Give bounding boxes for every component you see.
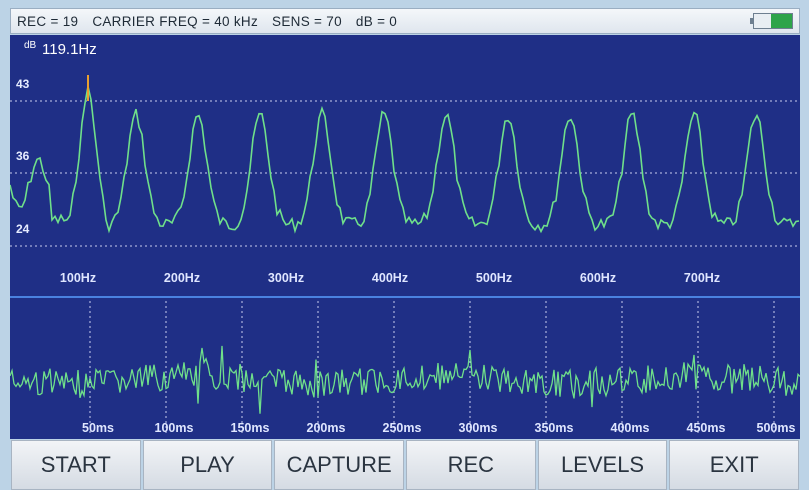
softkey-bar: START PLAY CAPTURE REC LEVELS EXIT: [10, 440, 800, 490]
start-button[interactable]: START: [11, 440, 141, 490]
sensitivity: SENS = 70: [272, 13, 342, 29]
freq-tick-label: 600Hz: [579, 271, 617, 285]
capture-button[interactable]: CAPTURE: [274, 440, 405, 490]
freq-tick-label: 200Hz: [163, 271, 201, 285]
freq-tick-label: 100Hz: [59, 271, 97, 285]
status-bar: REC = 19 CARRIER FREQ = 40 kHz SENS = 70…: [10, 8, 800, 34]
db-gain: dB = 0: [355, 13, 398, 29]
freq-tick-label: 300Hz: [267, 271, 305, 285]
y-tick-label: 24: [16, 222, 30, 236]
carrier-freq: CARRIER FREQ = 40 kHz: [92, 13, 259, 29]
plot-canvas: [10, 75, 800, 435]
freq-tick-label: 500Hz: [475, 271, 513, 285]
time-tick-label: 300ms: [458, 421, 498, 435]
rec-button[interactable]: REC: [406, 440, 536, 490]
peak-frequency-label: 119.1Hz: [42, 41, 97, 58]
time-tick-label: 100ms: [154, 421, 194, 435]
exit-button[interactable]: EXIT: [669, 440, 800, 490]
battery-icon: [750, 13, 793, 29]
freq-tick-label: 400Hz: [371, 271, 409, 285]
waveform-trace: [10, 345, 800, 414]
time-tick-label: 450ms: [686, 421, 726, 435]
time-tick-label: 50ms: [82, 421, 114, 435]
freq-tick-label: 700Hz: [683, 271, 721, 285]
spectrum-trace: [10, 86, 800, 234]
time-tick-label: 400ms: [610, 421, 650, 435]
spectrum-unit-label: dB: [24, 40, 37, 51]
time-tick-label: 500ms: [756, 421, 796, 435]
time-tick-label: 250ms: [382, 421, 422, 435]
y-tick-label: 43: [16, 77, 30, 91]
time-tick-label: 200ms: [306, 421, 346, 435]
time-tick-label: 350ms: [534, 421, 574, 435]
rec-count: REC = 19: [17, 13, 79, 29]
display-screen: dB 119.1Hz 43 36 24 100Hz 200Hz 300Hz 40…: [10, 35, 800, 439]
levels-button[interactable]: LEVELS: [537, 440, 668, 490]
y-tick-label: 36: [16, 149, 30, 163]
play-button[interactable]: PLAY: [142, 440, 273, 490]
time-tick-label: 150ms: [230, 421, 270, 435]
